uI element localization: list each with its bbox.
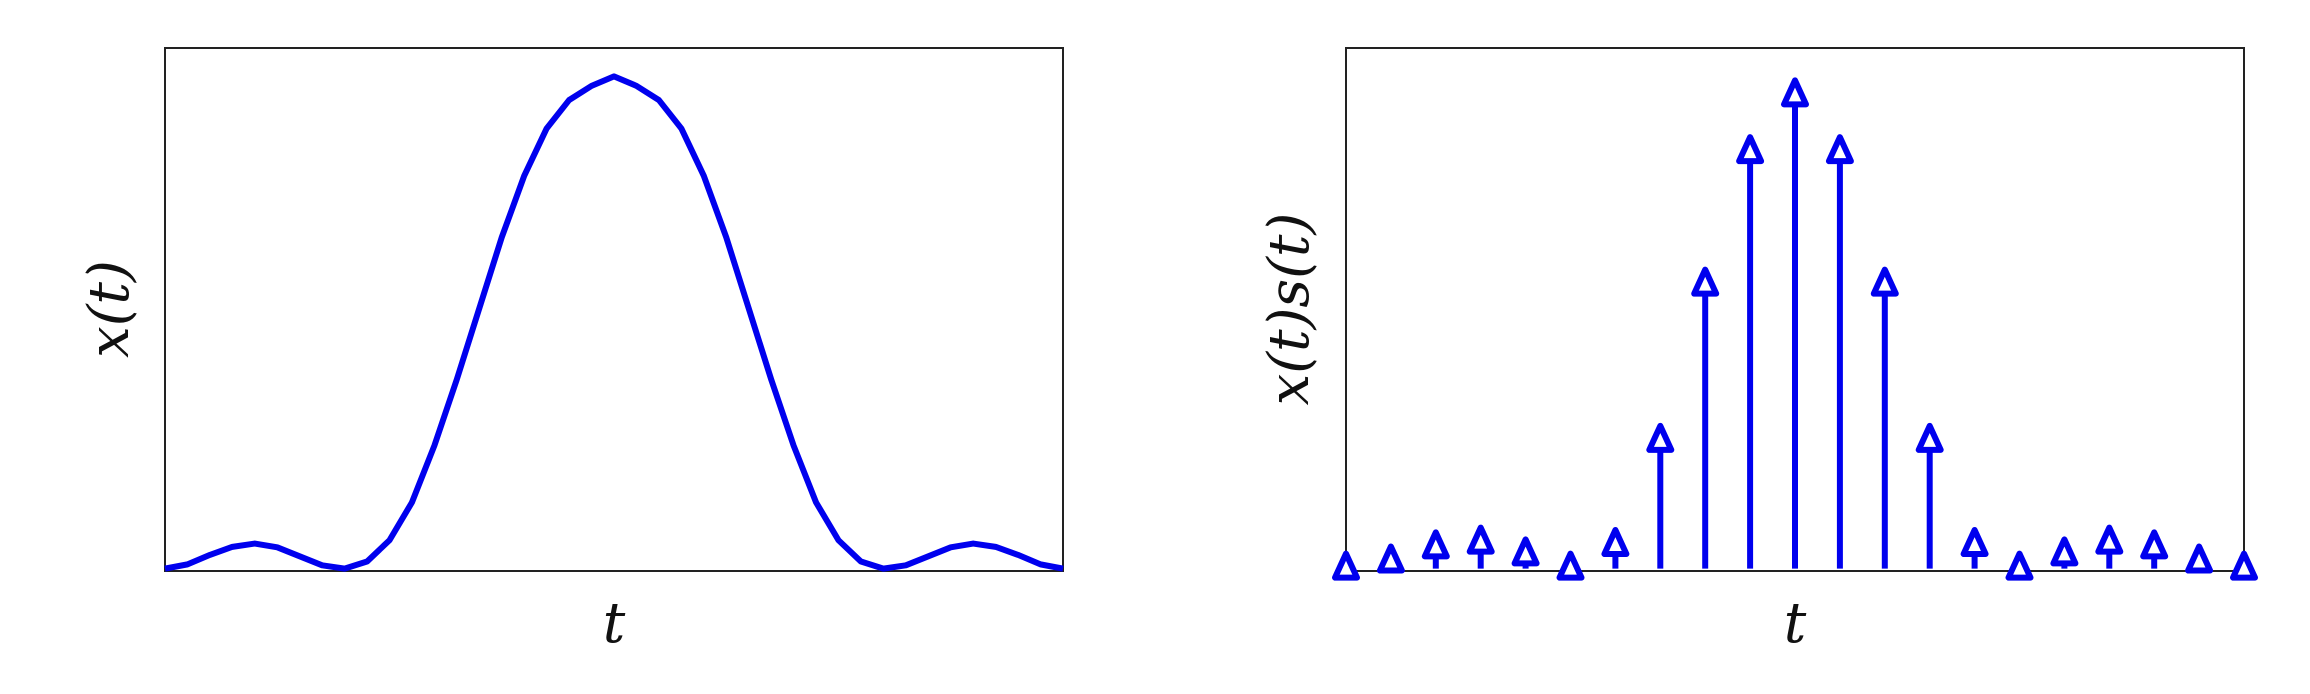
plot-frame-right	[1345, 47, 2245, 572]
stem-marker	[1376, 543, 1405, 574]
stem-marker	[2230, 550, 2258, 581]
stem-marker	[1691, 266, 1720, 297]
stem-marker	[1332, 550, 1360, 581]
stem-marker	[1511, 536, 1540, 567]
stem-marker	[1556, 550, 1585, 581]
y-axis-label-right: x(t)s(t)	[1257, 213, 1322, 406]
stem-marker	[2005, 550, 2034, 581]
stem-marker	[1960, 526, 1989, 557]
stem-marker	[1825, 134, 1854, 165]
stem-marker	[1781, 77, 1809, 108]
stem-marker	[2095, 524, 2124, 555]
y-axis-label-left: x(t)	[77, 260, 142, 358]
stem-group	[1332, 77, 2258, 581]
plot-frame-left	[164, 47, 1064, 572]
series-line-group	[164, 73, 1064, 572]
stem-marker	[2185, 543, 2214, 574]
x-axis-label-left: t	[603, 591, 626, 656]
plot-sampled-signal: t x(t)s(t)	[1257, 47, 2258, 656]
stem-marker	[1601, 526, 1630, 557]
x-axis-label-right: t	[1784, 591, 1807, 656]
stem-marker	[1646, 422, 1675, 453]
stem-marker	[1421, 529, 1450, 560]
stem-marker	[1736, 134, 1765, 165]
stem-marker	[2140, 529, 2169, 560]
stem-marker	[1870, 266, 1899, 297]
stem-marker	[1915, 422, 1944, 453]
stem-marker	[2050, 536, 2079, 567]
plot-continuous-signal: t x(t)	[77, 47, 1064, 656]
series-line	[164, 73, 1064, 572]
stem-marker	[1466, 524, 1495, 555]
